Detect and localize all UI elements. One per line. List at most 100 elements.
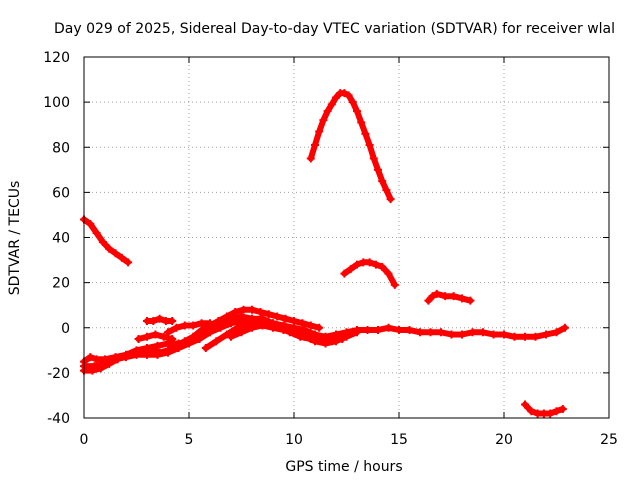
data-point bbox=[311, 330, 319, 339]
y-tick-label: 60 bbox=[52, 185, 70, 201]
data-point bbox=[510, 332, 519, 341]
data-point bbox=[365, 258, 374, 267]
data-point bbox=[428, 292, 437, 301]
data-point bbox=[479, 328, 487, 337]
data-point bbox=[206, 328, 214, 337]
data-point bbox=[189, 321, 198, 330]
data-point bbox=[458, 294, 466, 303]
data-point bbox=[353, 107, 361, 116]
data-point bbox=[222, 312, 231, 321]
data-point bbox=[92, 355, 101, 364]
data-point bbox=[258, 321, 267, 330]
data-point bbox=[290, 328, 298, 337]
grid-lines bbox=[84, 57, 609, 418]
data-point bbox=[105, 244, 114, 253]
data-point bbox=[134, 335, 143, 344]
data-point bbox=[290, 316, 298, 325]
data-point bbox=[124, 258, 133, 267]
data-point bbox=[153, 341, 162, 350]
data-point bbox=[168, 316, 177, 325]
data-point bbox=[382, 186, 391, 195]
data-point bbox=[86, 353, 95, 362]
data-point bbox=[306, 321, 315, 330]
data-point bbox=[458, 330, 466, 339]
data-point bbox=[101, 359, 109, 368]
data-point bbox=[298, 319, 307, 328]
data-point bbox=[212, 337, 221, 346]
data-point bbox=[361, 129, 370, 138]
x-tick-label: 0 bbox=[80, 432, 89, 448]
data-point bbox=[560, 323, 569, 332]
data-point bbox=[227, 332, 235, 341]
y-tick-label: -40 bbox=[47, 411, 70, 427]
data-point bbox=[332, 330, 340, 339]
series-track-9 bbox=[227, 321, 319, 341]
data-point bbox=[273, 312, 282, 321]
data-point bbox=[164, 348, 172, 357]
data-point bbox=[384, 323, 393, 332]
data-point bbox=[311, 140, 319, 149]
data-point bbox=[300, 330, 309, 339]
data-point bbox=[447, 330, 456, 339]
data-point bbox=[374, 165, 382, 174]
chart-title: Day 029 of 2025, Sidereal Day-to-day VTE… bbox=[54, 21, 615, 37]
data-point bbox=[227, 319, 235, 328]
data-point bbox=[363, 326, 372, 335]
data-point bbox=[306, 154, 315, 163]
x-tick-label: 10 bbox=[285, 432, 303, 448]
data-point bbox=[531, 332, 540, 341]
data-point bbox=[197, 319, 206, 328]
data-point bbox=[369, 154, 378, 163]
data-point bbox=[281, 314, 290, 323]
data-point bbox=[279, 326, 288, 335]
data-point bbox=[143, 332, 151, 341]
x-axis-label: GPS time / hours bbox=[285, 459, 402, 475]
data-point bbox=[132, 350, 141, 359]
data-point bbox=[172, 323, 181, 332]
data-point bbox=[197, 326, 206, 335]
series-trace bbox=[307, 90, 394, 203]
data-point bbox=[449, 292, 458, 301]
data-point bbox=[552, 407, 561, 416]
data-point bbox=[346, 265, 355, 274]
data-point bbox=[340, 89, 349, 98]
data-point bbox=[323, 107, 332, 116]
data-point bbox=[237, 328, 246, 337]
data-point bbox=[500, 330, 508, 339]
data-point bbox=[239, 305, 248, 314]
data-point bbox=[441, 292, 450, 301]
data-point bbox=[164, 328, 172, 337]
data-point bbox=[317, 337, 326, 346]
y-tick-label: 0 bbox=[61, 321, 70, 337]
data-point bbox=[149, 316, 158, 325]
data-points bbox=[80, 89, 569, 418]
data-point bbox=[206, 319, 214, 328]
data-point bbox=[390, 280, 399, 289]
y-axis-label: SDTVAR / TECUs bbox=[7, 181, 23, 296]
series-track-11 bbox=[340, 258, 399, 289]
data-point bbox=[315, 323, 324, 332]
data-point bbox=[426, 328, 435, 337]
data-point bbox=[384, 269, 393, 278]
data-point bbox=[416, 328, 424, 337]
data-point bbox=[327, 100, 336, 109]
data-point bbox=[248, 323, 256, 332]
data-point bbox=[111, 355, 120, 364]
series-track-10 bbox=[306, 89, 395, 204]
data-point bbox=[269, 323, 277, 332]
data-point bbox=[256, 307, 265, 316]
data-point bbox=[489, 330, 498, 339]
data-point bbox=[90, 362, 99, 371]
series-track-6 bbox=[143, 314, 177, 325]
data-point bbox=[332, 93, 340, 102]
data-point bbox=[432, 289, 441, 298]
data-point bbox=[233, 323, 242, 332]
data-point bbox=[143, 350, 151, 359]
y-tick-label: -20 bbox=[47, 366, 70, 382]
x-tick-label: 5 bbox=[185, 432, 194, 448]
data-point bbox=[92, 228, 101, 237]
data-point bbox=[348, 98, 357, 107]
series-track-13 bbox=[521, 400, 567, 418]
data-point bbox=[185, 339, 193, 348]
data-point bbox=[168, 335, 177, 344]
